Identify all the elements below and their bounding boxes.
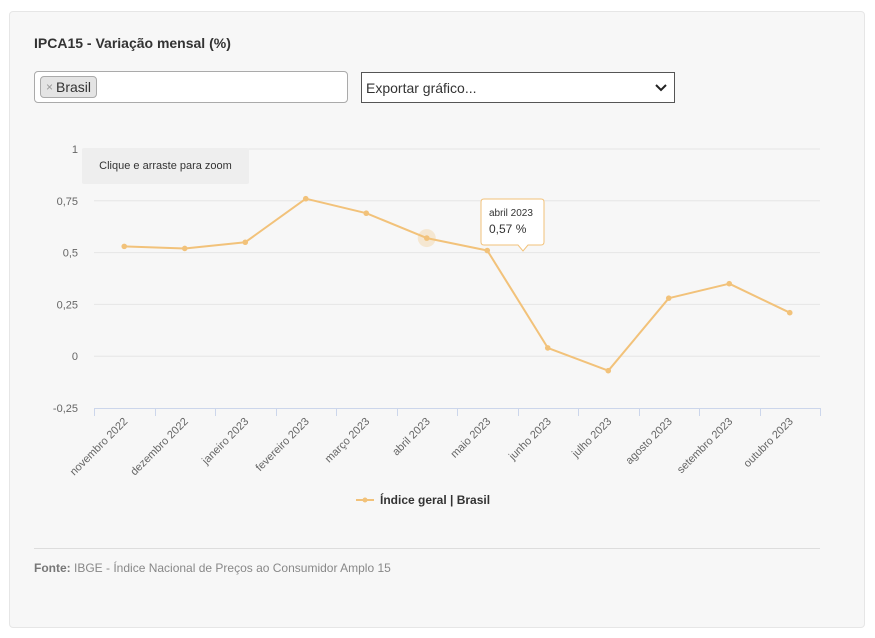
export-select-label: Exportar gráfico... — [366, 80, 477, 96]
x-tick-label: fevereiro 2023 — [254, 416, 312, 474]
chart-legend[interactable]: Índice geral | Brasil — [356, 491, 490, 509]
data-point — [121, 243, 128, 250]
data-point — [605, 367, 612, 374]
y-tick-label: 0,75 — [57, 196, 78, 208]
data-point — [181, 245, 188, 252]
region-chip: × Brasil — [40, 76, 98, 98]
export-chart-select[interactable]: Exportar gráfico... — [361, 72, 675, 103]
x-tick-label: novembro 2022 — [68, 416, 131, 479]
y-tick-label: 1 — [72, 144, 78, 156]
y-tick-label: 0,25 — [57, 299, 78, 311]
region-filter-input[interactable]: × Brasil — [34, 71, 348, 103]
data-point — [423, 235, 430, 241]
x-tick-label: abril 2023 — [390, 416, 433, 459]
x-tick-label: maio 2023 — [449, 416, 494, 461]
source-prefix: Fonte: — [34, 561, 71, 575]
data-point — [363, 210, 370, 217]
chart-card — [9, 11, 865, 628]
source-text: IBGE - Índice Nacional de Preços ao Cons… — [74, 561, 391, 575]
series-line — [123, 197, 791, 372]
data-point — [665, 295, 672, 301]
data-point — [484, 247, 491, 254]
data-point — [726, 280, 733, 287]
x-tick-label: junho 2023 — [506, 416, 554, 464]
data-point — [544, 345, 551, 351]
x-tick-label: outubro 2023 — [742, 416, 796, 470]
y-tick-label: 0,5 — [63, 248, 78, 260]
chevron-down-icon — [655, 84, 667, 92]
x-tick-label: janeiro 2023 — [199, 416, 251, 468]
source-note: Fonte: IBGE - Índice Nacional de Preços … — [34, 561, 391, 575]
region-chip-label: Brasil — [56, 79, 92, 95]
tooltip-value: 0,57 % — [489, 222, 527, 236]
data-point — [302, 195, 309, 202]
zoom-hint: Clique e arraste para zoom — [82, 148, 249, 184]
data-point — [786, 309, 793, 316]
data-point — [242, 239, 249, 246]
x-tick-label: março 2023 — [323, 416, 373, 466]
y-tick-label: -0,25 — [53, 403, 78, 415]
x-tick-label: setembro 2023 — [675, 416, 735, 476]
chart-title: IPCA15 - Variação mensal (%) — [34, 35, 231, 51]
chart-tooltip: abril 2023 0,57 % — [480, 198, 546, 252]
x-tick-label: agosto 2023 — [624, 416, 675, 467]
x-tick-label: dezembro 2022 — [128, 416, 191, 479]
legend-series-label: Índice geral | Brasil — [380, 493, 491, 507]
tooltip-frame — [480, 198, 545, 252]
y-tick-label: 0 — [72, 351, 78, 363]
x-tick-label: julho 2023 — [569, 416, 614, 461]
tooltip-date: abril 2023 — [489, 208, 533, 219]
divider — [34, 548, 820, 549]
legend-series-marker — [356, 497, 374, 503]
remove-chip-icon[interactable]: × — [46, 80, 54, 94]
